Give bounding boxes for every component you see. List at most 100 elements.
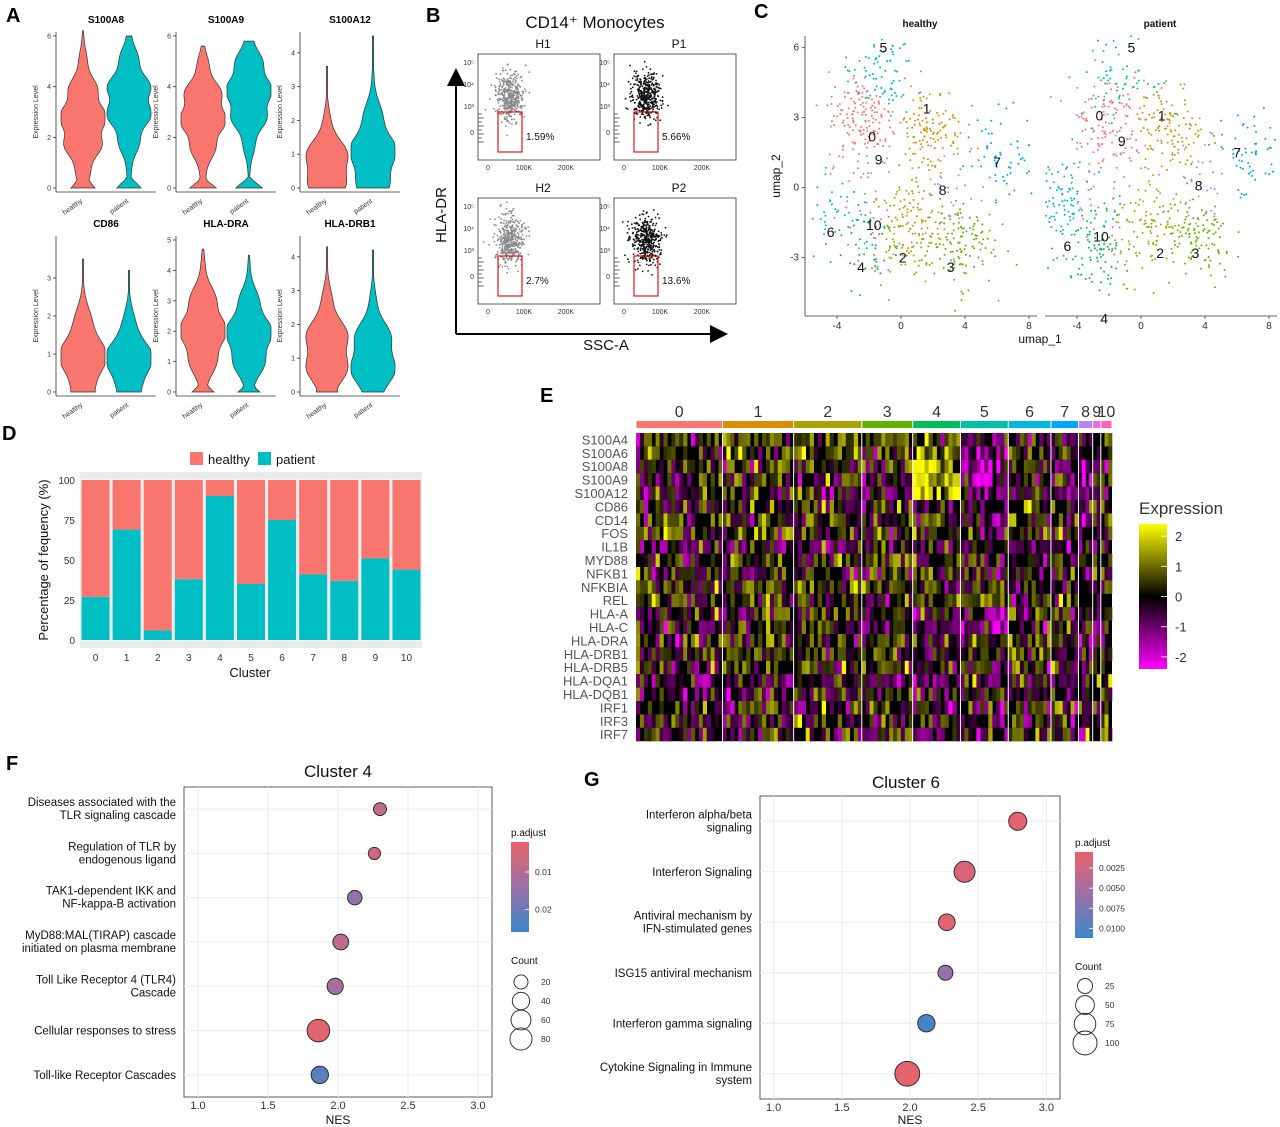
- umap-cell: [878, 55, 881, 58]
- heatmap-cell: [1108, 567, 1113, 581]
- umap-cell: [1156, 213, 1159, 216]
- heatmap-cell: [1085, 540, 1090, 554]
- heatmap-cell: [1096, 459, 1102, 474]
- umap-cell: [1214, 218, 1217, 221]
- heatmap-cell: [964, 459, 969, 474]
- heatmap-cell: [900, 553, 906, 567]
- flow-event: [498, 236, 501, 239]
- heatmap-cell: [777, 634, 783, 648]
- heatmap-cell: [988, 607, 993, 621]
- flow-event: [652, 209, 655, 211]
- heatmap-cell: [881, 620, 886, 634]
- umap-cell: [1077, 229, 1080, 232]
- heatmap-cell: [944, 620, 949, 634]
- heatmap-cell: [1012, 607, 1017, 621]
- heatmap-cell: [881, 553, 886, 567]
- violin-ylabel: Expression Level: [33, 85, 40, 139]
- heatmap-cell: [1012, 486, 1017, 500]
- flow-event: [507, 241, 509, 244]
- heatmap-cell: [1039, 433, 1044, 447]
- umap-cell: [1209, 259, 1212, 262]
- flow-event: [634, 244, 636, 247]
- umap-cell: [893, 196, 896, 199]
- heatmap-cell: [683, 620, 688, 634]
- flow-event: [494, 256, 497, 259]
- umap-cell: [876, 132, 879, 135]
- umap-cell: [898, 225, 901, 228]
- umap-cell: [997, 103, 1000, 106]
- umap-cell: [883, 90, 886, 93]
- flow-event: [650, 87, 652, 90]
- heatmap-row-label: NFKBIA: [581, 580, 628, 595]
- heatmap-cell: [1104, 580, 1109, 594]
- flow-event: [515, 70, 518, 72]
- heatmap-cell: [1027, 486, 1032, 500]
- flow-event: [640, 236, 642, 238]
- heatmap-cell: [1004, 459, 1009, 474]
- umap-cell: [1150, 226, 1153, 229]
- heatmap-cell: [861, 580, 866, 594]
- heatmap-cell: [813, 540, 818, 554]
- flow-event: [629, 92, 632, 95]
- umap-cell: [889, 229, 891, 232]
- flow-event: [528, 230, 530, 233]
- heatmap-cell: [793, 500, 798, 514]
- heatmap-cell: [702, 593, 707, 608]
- umap-cell: [1169, 232, 1172, 235]
- bar-segment-healthy: [205, 480, 234, 496]
- umap-cell: [873, 145, 876, 148]
- umap-cell: [1009, 166, 1012, 169]
- umap-cell: [824, 224, 827, 227]
- flow-event: [658, 253, 661, 256]
- umap-cell: [902, 206, 905, 209]
- umap-cell: [928, 235, 931, 237]
- flow-event: [527, 253, 530, 256]
- flow-event: [637, 224, 640, 227]
- heatmap-cell: [643, 473, 649, 487]
- heatmap-cell: [1023, 526, 1028, 541]
- heatmap-cell: [754, 486, 759, 500]
- heatmap-cell: [817, 486, 822, 500]
- heatmap-cell: [988, 446, 993, 460]
- umap-cell: [1045, 172, 1048, 175]
- umap-cell: [1240, 192, 1243, 195]
- heatmap-cell: [1096, 526, 1102, 541]
- umap-cell: [1165, 169, 1168, 171]
- flow-event: [511, 245, 513, 247]
- heatmap-cell: [691, 540, 696, 554]
- heatmap-cell: [821, 500, 826, 514]
- heatmap-cell: [683, 607, 688, 621]
- umap-cell: [960, 262, 962, 265]
- umap-cell: [1209, 131, 1212, 134]
- flow-event: [657, 236, 660, 239]
- umap-cell: [1134, 251, 1137, 254]
- flow-event: [661, 236, 663, 239]
- heatmap-cell: [861, 607, 866, 621]
- umap-cell: [1087, 98, 1090, 101]
- heatmap-cell: [655, 526, 660, 541]
- umap-cell: [931, 232, 934, 235]
- umap-cell: [1165, 80, 1167, 83]
- umap-cell: [876, 61, 879, 64]
- umap-cell: [1193, 229, 1196, 232]
- heatmap-cell: [1085, 486, 1090, 500]
- heatmap-cell: [639, 620, 645, 634]
- heatmap-cell: [801, 567, 806, 581]
- heatmap-cell: [920, 593, 925, 608]
- heatmap-cell: [742, 593, 747, 608]
- flow-event: [649, 257, 651, 260]
- flow-event: [528, 71, 530, 73]
- umap-cell: [907, 247, 910, 250]
- umap-cell: [956, 147, 959, 150]
- heatmap-cell: [849, 567, 855, 581]
- heatmap-cell: [825, 526, 830, 541]
- heatmap-cell: [789, 486, 794, 500]
- umap-cell: [1147, 180, 1150, 183]
- umap-cell: [959, 168, 962, 171]
- flow-event: [496, 251, 499, 253]
- flow-event: [631, 77, 634, 80]
- umap-cell: [892, 253, 895, 256]
- flow-event: [646, 231, 648, 234]
- violin-y-tick-label: 1: [167, 359, 171, 366]
- flow-cytometry-panel: CD14⁺ Monocytes HLA-DR SSC-A H11.59%010³…: [433, 13, 737, 354]
